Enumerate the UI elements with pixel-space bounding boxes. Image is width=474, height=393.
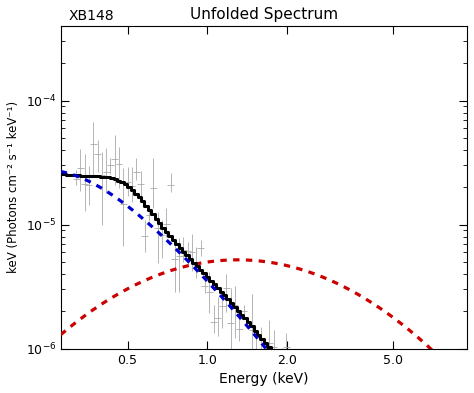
X-axis label: Energy (keV): Energy (keV) (219, 372, 309, 386)
Y-axis label: keV (Photons cm⁻² s⁻¹ keV⁻¹): keV (Photons cm⁻² s⁻¹ keV⁻¹) (7, 101, 20, 273)
Text: XB148: XB148 (69, 9, 115, 23)
Title: Unfolded Spectrum: Unfolded Spectrum (190, 7, 338, 22)
